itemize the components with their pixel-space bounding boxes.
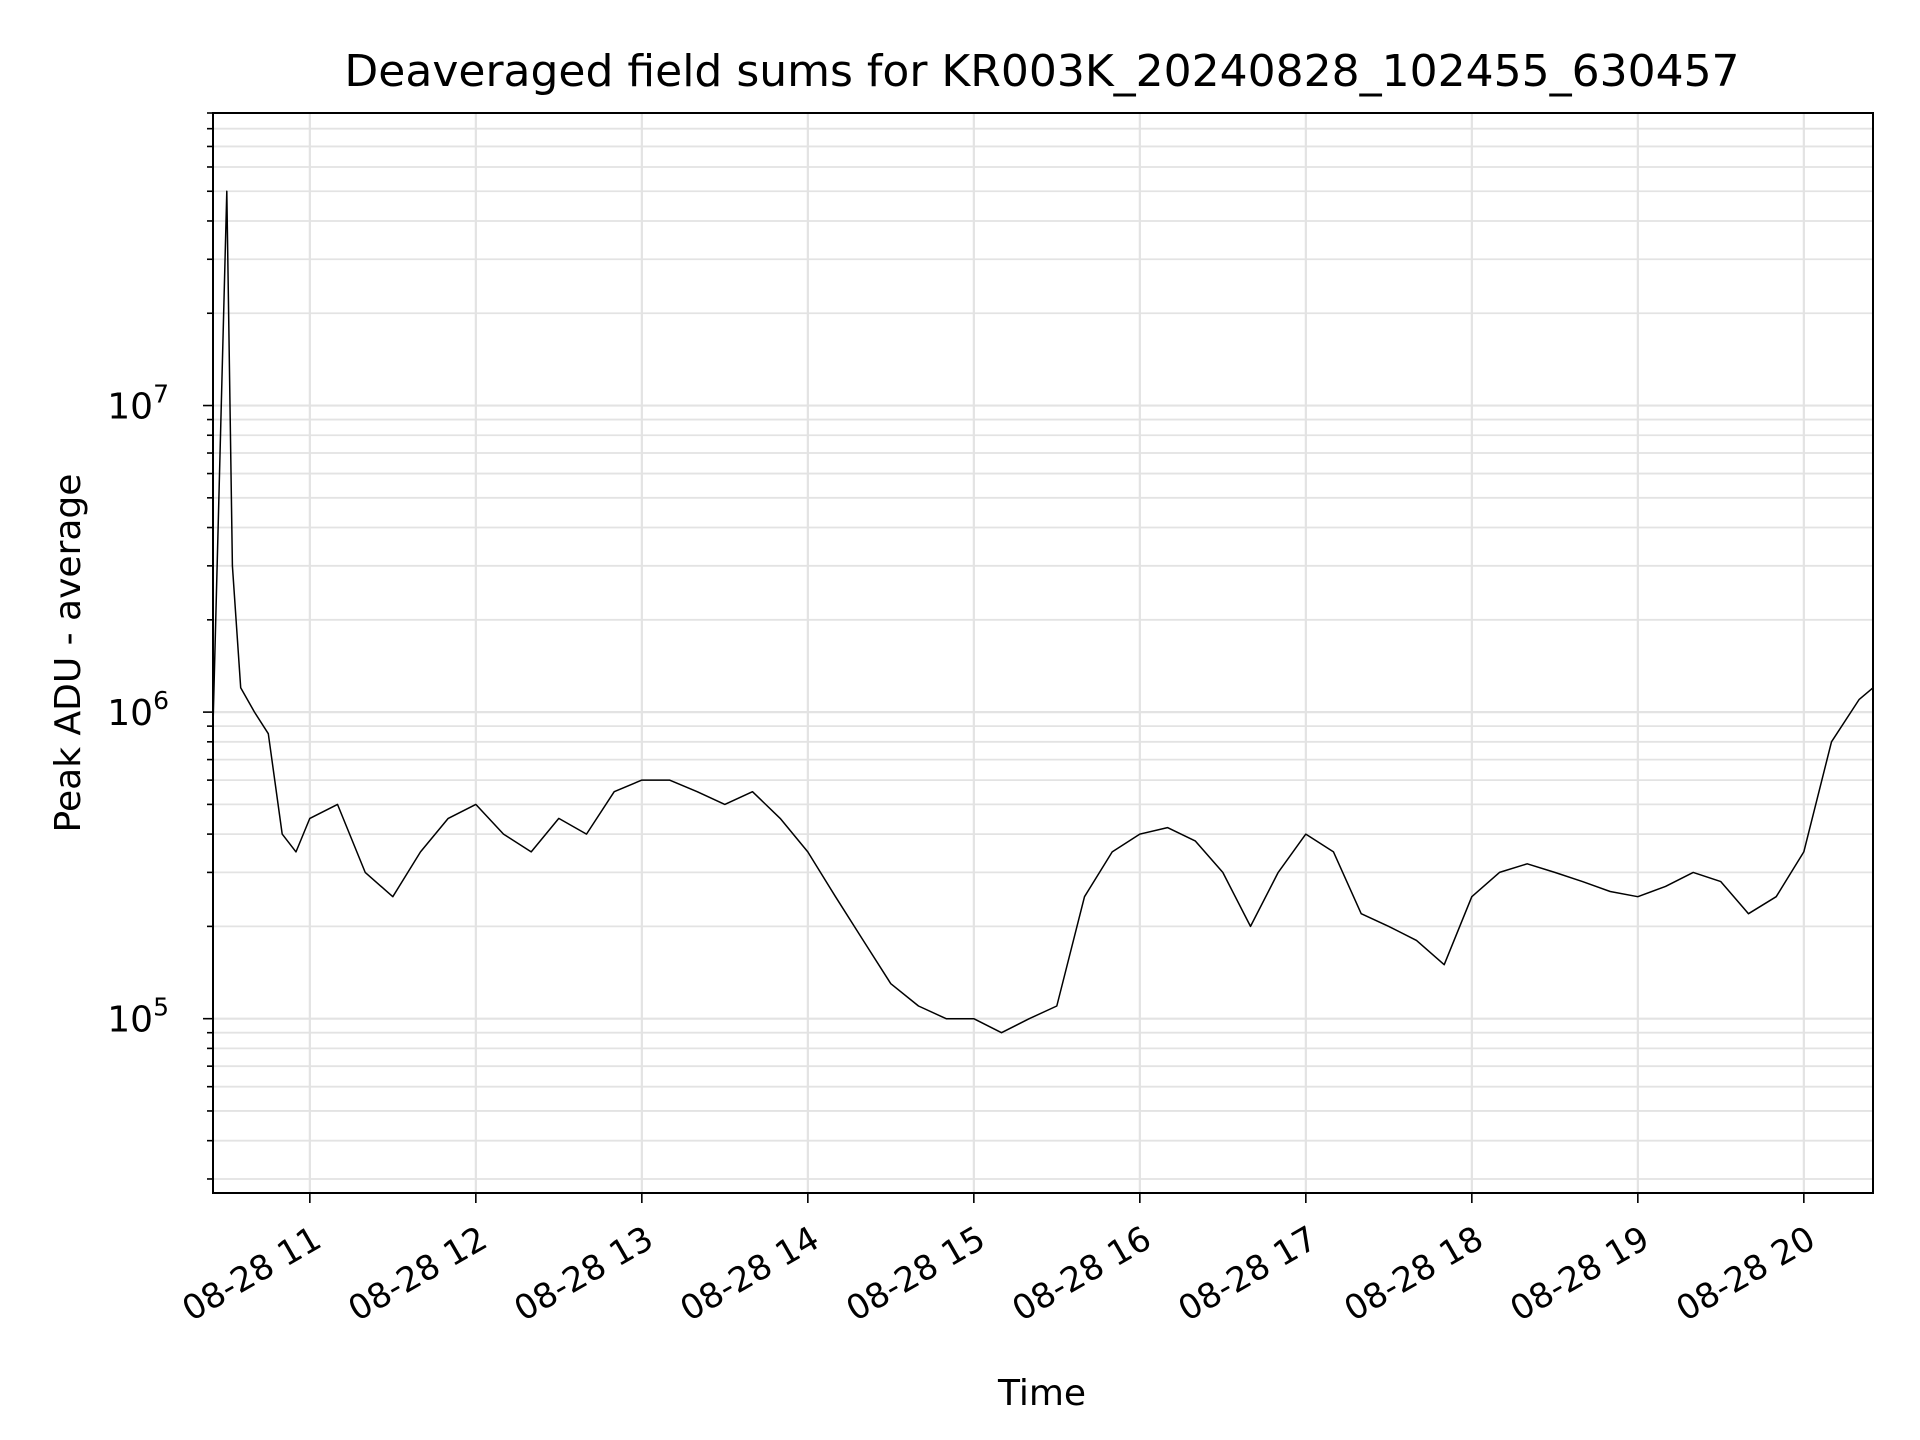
y-tick-label-base: 10 (107, 693, 153, 734)
y-tick-label: 107 (107, 380, 169, 428)
data-series (212, 190, 1874, 1034)
series-line (212, 190, 1874, 1034)
y-tick-label-exponent: 5 (153, 993, 169, 1022)
y-tick-label-exponent: 6 (153, 686, 169, 715)
y-tick-label: 106 (107, 686, 169, 734)
plot-frame (212, 112, 1874, 1194)
grid (213, 112, 1873, 1193)
chart-title: Deaveraged field sums for KR003K_2024082… (344, 46, 1739, 97)
y-tick-label-exponent: 7 (153, 380, 169, 409)
y-tick-label-base: 10 (107, 387, 153, 428)
y-tick-label-base: 10 (107, 1000, 153, 1041)
x-axis-label: Time (997, 1373, 1086, 1414)
y-tick-label: 105 (107, 993, 169, 1041)
y-axis-label: Peak ADU - average (48, 474, 89, 833)
